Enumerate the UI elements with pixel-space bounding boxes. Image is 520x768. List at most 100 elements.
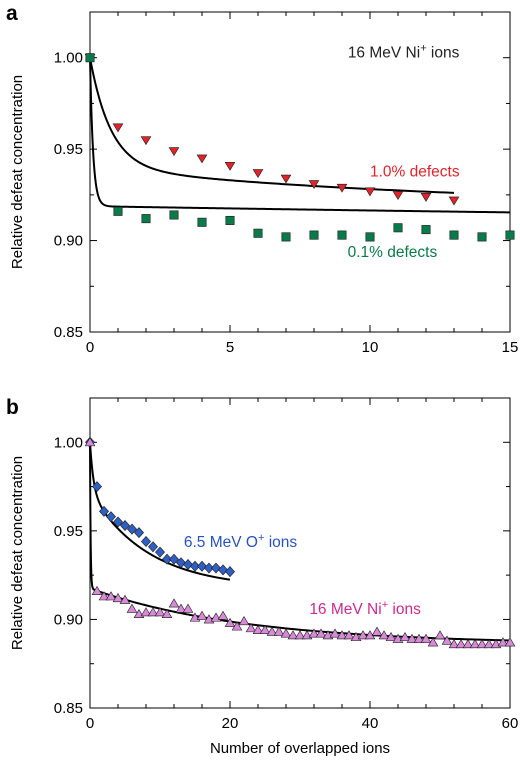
data-point xyxy=(161,608,173,619)
plot-area xyxy=(89,397,511,709)
data-point xyxy=(176,557,186,569)
data-point xyxy=(169,553,179,565)
data-point xyxy=(204,562,214,574)
panel-label: a xyxy=(6,2,18,25)
data-point xyxy=(140,136,152,146)
data-point xyxy=(371,626,383,636)
data-point xyxy=(392,191,404,200)
data-point xyxy=(420,633,432,643)
data-point xyxy=(449,230,459,240)
x-tick-label: 20 xyxy=(222,715,239,732)
data-point xyxy=(253,228,263,238)
y-tick-label: 0.95 xyxy=(54,523,83,540)
x-tick-label: 40 xyxy=(362,715,379,732)
y-tick-label: 0.95 xyxy=(54,141,83,158)
data-point xyxy=(155,546,165,558)
series-1 xyxy=(85,53,515,242)
data-point xyxy=(427,637,439,647)
data-point xyxy=(469,639,481,649)
data-point xyxy=(105,591,117,601)
data-point xyxy=(224,161,236,171)
y-tick-label: 1.00 xyxy=(54,434,83,451)
data-point xyxy=(448,639,460,649)
data-point xyxy=(309,230,319,240)
data-point xyxy=(497,637,509,647)
y-axis-title: Relative defeat concentration xyxy=(9,456,26,650)
data-point xyxy=(225,215,235,225)
data-point xyxy=(225,566,235,578)
data-point xyxy=(127,523,137,535)
data-point xyxy=(99,505,109,517)
data-point xyxy=(259,624,271,634)
data-point xyxy=(168,147,180,157)
panel-label: b xyxy=(6,396,19,419)
data-point xyxy=(315,628,327,638)
data-point xyxy=(420,193,432,202)
data-point xyxy=(273,626,285,636)
data-point xyxy=(308,628,320,638)
data-point xyxy=(413,633,425,643)
data-point xyxy=(455,639,467,649)
series-1 xyxy=(84,437,516,649)
data-point xyxy=(113,206,123,216)
data-point xyxy=(119,594,131,604)
fit-curve xyxy=(89,57,455,194)
y-axis-title: Relative defeat concentration xyxy=(9,75,26,269)
data-point xyxy=(106,511,116,523)
data-point xyxy=(287,630,299,640)
series-0 xyxy=(85,436,235,581)
x-tick-label: 0 xyxy=(86,339,94,356)
data-point xyxy=(406,633,418,643)
data-point xyxy=(175,603,187,613)
data-point xyxy=(266,626,278,636)
data-point xyxy=(343,630,355,640)
y-tick-label: 1.00 xyxy=(54,50,83,67)
annotation: 16 MeV Ni+ ions xyxy=(309,599,421,618)
data-point xyxy=(148,541,158,553)
y-tick-label: 0.90 xyxy=(54,611,83,628)
fit-curve xyxy=(89,442,231,581)
data-point xyxy=(308,180,320,190)
x-axis-title: Number of overlapped ions xyxy=(210,740,390,757)
data-point xyxy=(92,481,102,493)
data-point xyxy=(393,223,403,233)
panel-b: b 0.85 0.90 0.95 1.00 0 20 40 60 Relative defeat … xyxy=(6,396,518,757)
data-point xyxy=(336,630,348,640)
data-point xyxy=(294,630,306,640)
plot-area xyxy=(89,11,511,333)
x-tick-label: 10 xyxy=(362,339,379,356)
data-point xyxy=(162,553,172,565)
x-tick-label: 15 xyxy=(502,339,519,356)
fit-curve xyxy=(89,57,511,214)
data-point xyxy=(154,607,166,617)
data-point xyxy=(140,607,152,617)
data-point xyxy=(483,639,495,649)
data-point xyxy=(434,630,446,640)
data-point xyxy=(224,617,236,627)
panel-a: a 0.85 0.90 0.95 1.00 0 5 10 15 Relative defeat c… xyxy=(6,2,518,356)
data-point xyxy=(113,516,123,528)
data-point xyxy=(245,623,257,633)
data-point xyxy=(357,630,369,640)
data-point xyxy=(196,610,208,620)
data-point xyxy=(141,214,151,224)
data-point xyxy=(126,603,138,613)
data-point xyxy=(190,560,200,572)
data-point xyxy=(399,631,411,642)
x-tick-label: 5 xyxy=(226,339,234,356)
data-point xyxy=(337,230,347,240)
annotation: 6.5 MeV O+ ions xyxy=(184,532,298,551)
data-point xyxy=(329,628,341,638)
data-point xyxy=(182,603,194,613)
y-tick-label: 0.90 xyxy=(54,233,83,250)
data-point xyxy=(120,520,130,532)
data-point xyxy=(196,154,208,164)
data-point xyxy=(476,639,488,649)
data-point xyxy=(231,621,243,631)
data-point xyxy=(336,183,348,193)
data-point xyxy=(504,637,516,647)
y-tick-label: 0.85 xyxy=(54,324,83,341)
data-point xyxy=(365,232,375,242)
annotation: 16 MeV Ni+ ions xyxy=(348,43,460,62)
